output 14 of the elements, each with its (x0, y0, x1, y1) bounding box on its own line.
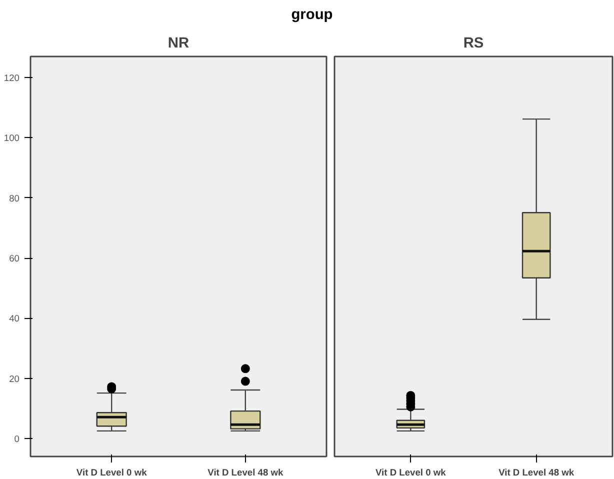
x-tick-label: Vit D Level 0 wk (375, 468, 447, 478)
y-tick-label: 40 (9, 314, 20, 324)
y-tick-label: 60 (9, 254, 20, 264)
text: group (291, 6, 333, 25)
chart-title: RS (463, 36, 484, 52)
x-tick-label: Vit D Level 0 wk (76, 468, 148, 478)
y-tick-label: 80 (9, 193, 20, 204)
chart-title: NR (168, 36, 190, 52)
y-tick-label: 100 (4, 133, 20, 144)
x-tick-label: Vit D Level 48 wk (208, 468, 284, 478)
y-tick-label: 120 (4, 73, 20, 84)
y-tick-label: 20 (9, 374, 20, 384)
y-tick-label: 0 (14, 434, 20, 444)
x-tick-label: Vit D Level 48 wk (498, 468, 575, 478)
